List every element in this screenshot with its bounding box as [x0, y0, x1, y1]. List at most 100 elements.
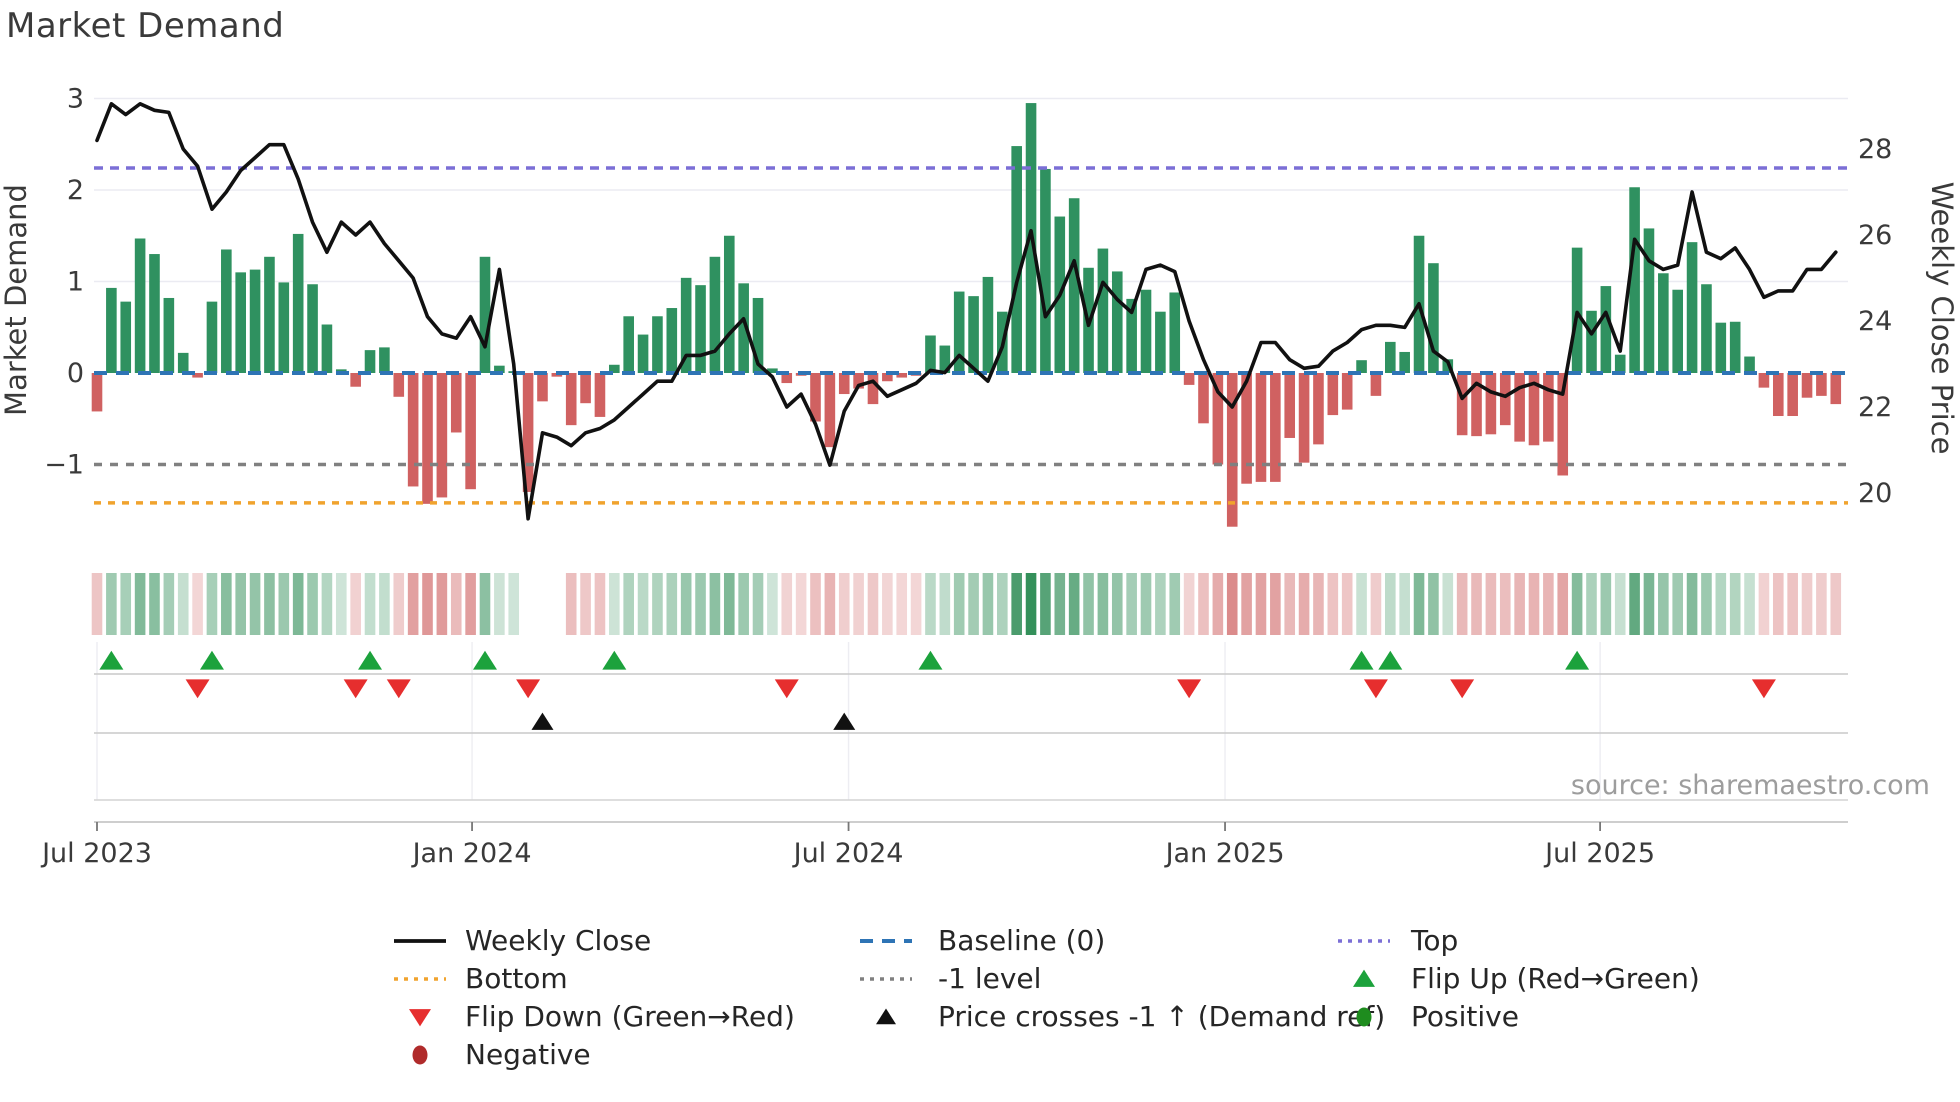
axis-ticks: Jul 2023 Jan 2024 Jul 2024 Jan 2025 Jul 2025…	[40, 84, 1892, 870]
flip-down-marker	[516, 679, 541, 699]
heatmap-cell	[177, 573, 189, 635]
y-left-tick-label: 2	[67, 175, 84, 206]
heatmap-cell	[723, 573, 735, 635]
heatmap-cell	[235, 573, 246, 635]
legend-label: Weekly Close	[465, 924, 651, 957]
flip-up-marker	[1565, 650, 1590, 670]
heatmap-cell	[1614, 573, 1626, 635]
heatmap-cell	[1011, 573, 1022, 635]
demand-bar-negative	[1198, 373, 1209, 424]
demand-bar-positive	[1068, 198, 1080, 373]
y-left-tick-label: 0	[67, 358, 84, 389]
demand-bar-positive	[292, 233, 304, 373]
demand-bar-positive	[680, 277, 692, 373]
demand-bar-negative	[1341, 373, 1353, 410]
demand-bar-negative	[522, 373, 534, 492]
chart-title: Market Demand	[6, 6, 285, 46]
demand-bar-positive	[249, 269, 261, 373]
negative-icon	[412, 1045, 428, 1065]
flip-markers	[99, 650, 1776, 730]
demand-bar-positive	[321, 324, 333, 373]
heatmap-cell	[120, 573, 132, 635]
heatmap-cell	[1270, 573, 1281, 635]
heatmap-cell	[436, 573, 448, 635]
legend-label: -1 level	[938, 962, 1041, 995]
demand-bar-positive	[925, 335, 936, 373]
legend-item: Top	[1338, 924, 1458, 957]
demand-bar-positive	[637, 334, 649, 373]
heatmap-cell	[307, 573, 318, 635]
heatmap-cell	[91, 573, 103, 635]
demand-bar-negative	[565, 373, 577, 426]
demand-bar-negative	[1772, 373, 1784, 417]
x-tick-label: Jul 2023	[40, 838, 152, 869]
flip-up-marker	[1378, 650, 1403, 670]
y-left-tick-label: 3	[67, 84, 84, 115]
flip-up-marker	[358, 650, 383, 670]
demand-bar-negative	[1370, 373, 1382, 396]
heatmap-cell	[1413, 573, 1425, 635]
heatmap-cell	[1442, 573, 1454, 635]
heatmap-cell	[939, 573, 951, 635]
demand-bar-positive	[106, 287, 117, 373]
heatmap-cell	[1658, 573, 1669, 635]
heatmap-cell	[1744, 573, 1755, 635]
flip-down-marker	[185, 679, 210, 699]
flip-up-marker	[472, 650, 497, 670]
legend-label: Price crosses -1 ↑ (Demand ref)	[938, 1000, 1385, 1033]
heatmap-cell	[1672, 573, 1683, 635]
legend-item: Price crosses -1 ↑ (Demand ref)	[876, 1000, 1385, 1033]
demand-bar-negative	[1456, 373, 1468, 436]
heatmap-cell	[738, 573, 749, 635]
demand-bar-positive	[652, 316, 663, 373]
price-cross-icon	[876, 1008, 896, 1025]
heatmap-cell	[1643, 573, 1655, 635]
heatmap-cell	[1155, 573, 1166, 635]
legend-label: Positive	[1411, 1000, 1519, 1033]
demand-bar-negative	[838, 373, 850, 395]
demand-bar-positive	[1614, 354, 1626, 373]
demand-bar-positive	[1643, 228, 1655, 373]
gridlines	[94, 97, 1848, 283]
heatmap-cell	[580, 573, 591, 635]
demand-bar-positive	[1111, 271, 1123, 373]
heatmap-cell	[1083, 573, 1094, 635]
demand-bar-positive	[1686, 242, 1698, 373]
heatmap-cell	[1284, 573, 1296, 635]
y-axis-right-label: Weekly Close Price	[1925, 182, 1959, 455]
legend-item: Weekly Close	[394, 924, 651, 957]
heatmap-cell	[1557, 573, 1569, 635]
demand-bar-positive	[264, 256, 275, 373]
demand-bar-negative	[882, 373, 893, 382]
heatmap-cell	[652, 573, 663, 635]
heatmap-cell	[192, 573, 203, 635]
demand-bar-negative	[1284, 373, 1296, 438]
demand-bar-negative	[537, 373, 548, 402]
heatmap-cell	[1068, 573, 1080, 635]
demand-bar-positive	[1385, 341, 1396, 373]
signal-heatmap-strip	[91, 573, 1842, 635]
legend-label: Flip Up (Red→Green)	[1411, 962, 1700, 995]
demand-bar-positive	[1701, 284, 1712, 373]
demand-bar-negative	[1255, 373, 1267, 482]
heatmap-cell	[1169, 573, 1181, 635]
heatmap-cell	[364, 573, 376, 635]
legend-label: Flip Down (Green→Red)	[465, 1000, 795, 1033]
demand-bar-positive	[953, 291, 965, 373]
heatmap-cell	[982, 573, 994, 635]
legend-item: Flip Up (Red→Green)	[1353, 962, 1700, 995]
legend-item: Flip Down (Green→Red)	[409, 1000, 795, 1033]
demand-bar-negative	[393, 373, 405, 397]
demand-bar-negative	[1528, 373, 1540, 446]
demand-bar-negative	[1514, 373, 1525, 442]
heatmap-cell	[1341, 573, 1353, 635]
demand-bar-negative	[1816, 373, 1827, 396]
demand-bar-positive	[1600, 286, 1612, 373]
heatmap-cell	[494, 573, 505, 635]
positive-icon	[1356, 1007, 1372, 1027]
demand-bar-positive	[134, 238, 146, 373]
demand-bar-positive	[479, 256, 491, 373]
x-tick-label: Jan 2025	[1164, 838, 1285, 869]
y-right-tick-label: 24	[1858, 306, 1892, 337]
